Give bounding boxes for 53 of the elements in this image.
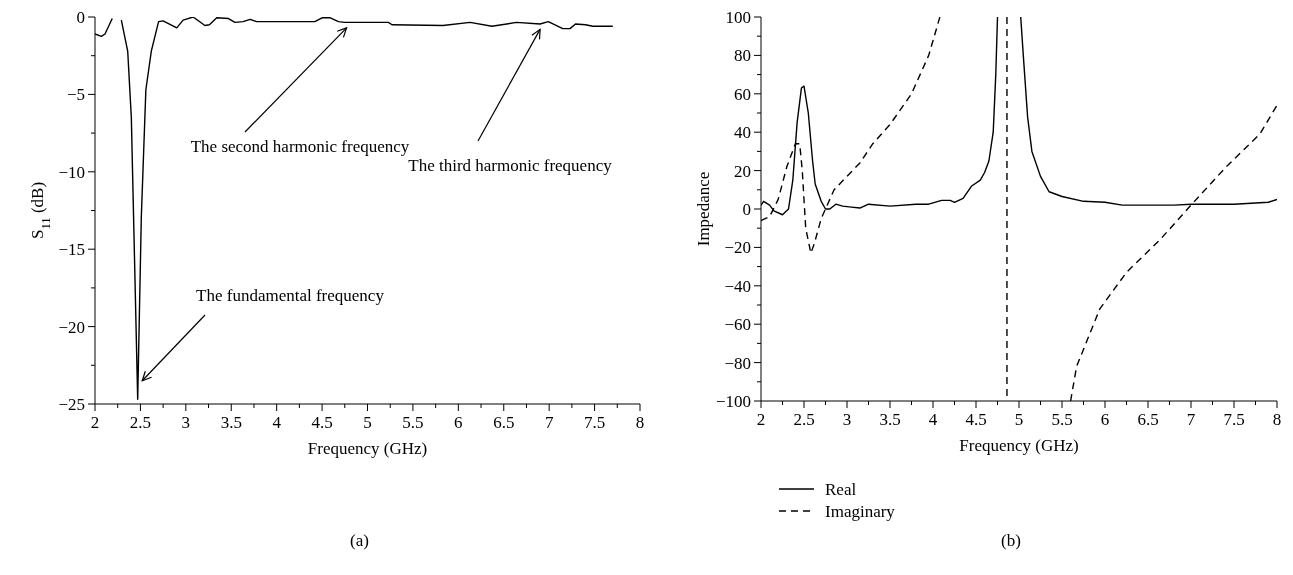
text: (a) xyxy=(350,531,369,550)
x-tick-label: 4 xyxy=(928,410,938,429)
x-tick-label: 8 xyxy=(1272,410,1282,429)
annotation: The second harmonic frequency xyxy=(190,137,410,156)
y-tick-label: 0 xyxy=(76,8,85,27)
x-axis-title: Frequency (GHz) xyxy=(959,436,1079,455)
x-tick-label: 2 xyxy=(90,413,100,432)
y-tick-label: −20 xyxy=(724,238,751,258)
y-axis-title: Impedance xyxy=(694,171,713,247)
annotation: The fundamental frequency xyxy=(196,286,385,305)
x-tick-label: 4 xyxy=(272,413,282,432)
x-tick-label: 3.5 xyxy=(879,410,901,429)
y-tick-label: −15 xyxy=(58,240,85,260)
x-tick-label: 6.5 xyxy=(493,413,515,432)
x-tick-label: 5.5 xyxy=(1051,410,1073,429)
x-tick-label: 6 xyxy=(454,413,463,432)
y-tick-label: 100 xyxy=(725,8,751,27)
y-tick-label: −5 xyxy=(66,85,85,105)
text: (b) xyxy=(1001,531,1021,550)
legend-label: Imaginary xyxy=(825,502,896,521)
y-tick-label: −80 xyxy=(724,353,751,373)
y-tick-label: 80 xyxy=(734,46,751,66)
x-tick-label: 2.5 xyxy=(129,413,152,432)
y-tick-label: −20 xyxy=(58,317,85,337)
x-tick-label: 2 xyxy=(756,410,766,429)
x-tick-label: 3.5 xyxy=(220,413,242,432)
y-tick-label: −100 xyxy=(715,392,751,411)
x-tick-label: 3 xyxy=(181,413,191,432)
x-tick-label: 4.5 xyxy=(965,410,987,429)
x-tick-label: 3 xyxy=(842,410,852,429)
x-tick-label: 8 xyxy=(635,413,645,432)
x-tick-label: 2.5 xyxy=(793,410,815,429)
x-tick-label: 7.5 xyxy=(1223,410,1245,429)
y-tick-label: −60 xyxy=(724,315,751,335)
annotation: The third harmonic frequency xyxy=(408,156,613,175)
x-tick-label: 6 xyxy=(1100,410,1110,429)
legend-label: Real xyxy=(825,480,857,499)
x-tick-label: 7.5 xyxy=(583,413,606,432)
x-tick-label: 5 xyxy=(363,413,372,432)
x-tick-label: 7 xyxy=(544,413,554,432)
y-tick-label: −40 xyxy=(724,276,751,296)
x-tick-label: 4.5 xyxy=(311,413,333,432)
x-tick-label: 5.5 xyxy=(402,413,424,432)
x-tick-label: 5 xyxy=(1014,410,1024,429)
y-tick-label: 0 xyxy=(742,200,751,219)
y-tick-label: −10 xyxy=(58,162,85,182)
y-tick-label: 20 xyxy=(734,161,751,181)
y-tick-label: 40 xyxy=(734,123,751,143)
x-tick-label: 6.5 xyxy=(1137,410,1159,429)
x-axis-title: Frequency (GHz) xyxy=(307,439,428,458)
y-tick-label: 60 xyxy=(734,84,751,104)
y-tick-label: −25 xyxy=(58,395,85,414)
x-tick-label: 7 xyxy=(1186,410,1196,429)
